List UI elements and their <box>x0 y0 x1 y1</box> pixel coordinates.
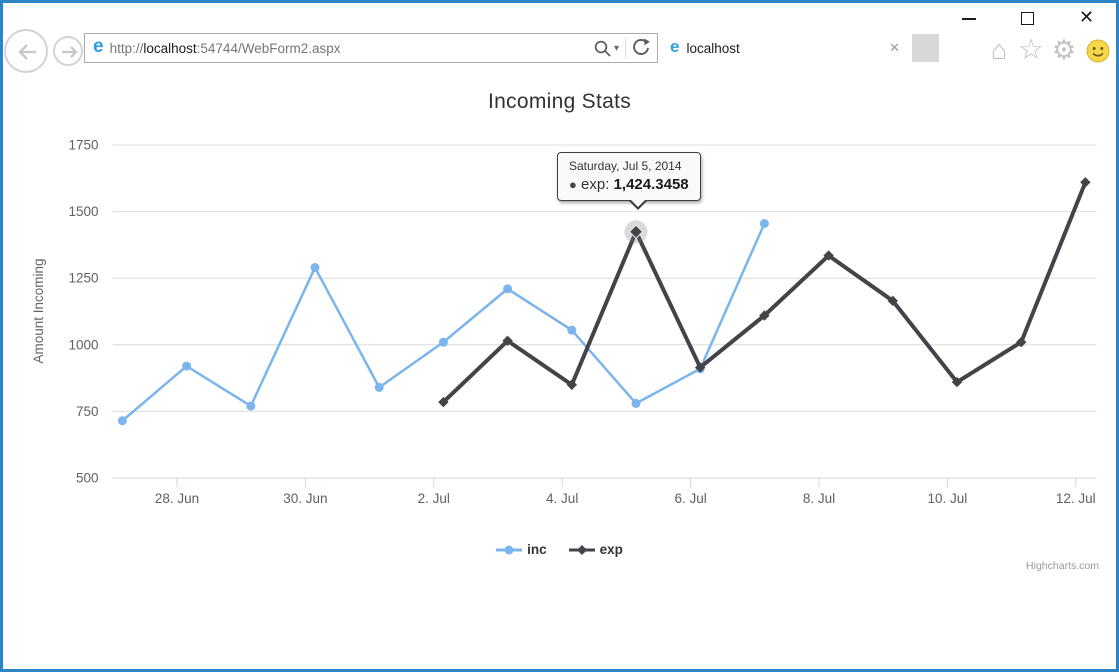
ie-logo-icon: e <box>670 37 680 56</box>
maximize-icon[interactable] <box>1021 12 1034 25</box>
chart-tooltip: Saturday, Jul 5, 2014 ● exp: 1,424.3458 <box>557 151 701 210</box>
series-exp <box>438 177 1091 408</box>
y-tick-label: 750 <box>76 404 99 419</box>
hovered-data-point <box>628 224 644 239</box>
y-tick-label: 1250 <box>68 271 98 286</box>
forward-button[interactable] <box>53 36 83 66</box>
data-point <box>502 335 513 347</box>
x-tick-label: 2. Jul <box>418 491 450 506</box>
data-point <box>823 250 834 261</box>
tooltip-series-label: exp: <box>581 175 610 193</box>
legend-label-inc: inc <box>527 542 547 557</box>
data-point <box>951 376 963 388</box>
data-point <box>117 416 127 426</box>
data-point <box>695 362 706 373</box>
data-point <box>887 295 898 307</box>
window-close-icon[interactable]: ✕ <box>1079 7 1095 27</box>
search-dropdown-caret-icon[interactable]: ▾ <box>613 42 619 54</box>
y-tick-label: 1750 <box>68 138 98 153</box>
minimize-icon[interactable] <box>962 18 976 20</box>
home-icon[interactable]: ⌂ <box>990 35 1008 65</box>
data-point <box>374 382 384 392</box>
x-tick-label: 4. Jul <box>546 491 578 506</box>
x-tick-label: 10. Jul <box>928 491 968 506</box>
feedback-smiley-icon[interactable] <box>1083 38 1113 69</box>
data-point <box>1080 177 1091 188</box>
back-arrow-icon <box>18 44 36 60</box>
x-tick-label: 6. Jul <box>674 491 706 506</box>
data-point <box>438 337 448 347</box>
ie-logo-icon: e <box>93 36 104 57</box>
legend-label-exp: exp <box>599 542 623 557</box>
data-point <box>310 263 320 273</box>
divider <box>625 37 626 59</box>
chart-canvas[interactable]: 500 750 1000 1250 1500 1750 28. Jun 30. Jun 2. J… <box>0 0 1119 620</box>
back-button[interactable] <box>4 29 48 73</box>
refresh-icon[interactable] <box>631 38 651 58</box>
data-point <box>438 396 449 408</box>
data-point <box>182 361 192 371</box>
chart-title: Incoming Stats <box>487 90 632 113</box>
series-bullet-icon: ● <box>569 176 577 192</box>
tooltip-value-row: ● exp: 1,424.3458 <box>569 176 689 193</box>
highcharts-credits[interactable]: Highcharts.com <box>1026 560 1099 572</box>
tab-title: localhost <box>686 40 740 56</box>
legend-item-exp[interactable]: exp <box>568 542 623 557</box>
data-point <box>566 379 577 390</box>
search-icon[interactable] <box>593 39 612 58</box>
y-tick-label: 500 <box>76 471 99 486</box>
chart-legend: inc exp <box>0 542 1119 557</box>
legend-item-inc[interactable]: inc <box>496 542 547 557</box>
data-point <box>631 398 641 408</box>
forward-arrow-icon <box>62 46 78 58</box>
y-tick-label: 1000 <box>68 337 98 352</box>
data-point <box>567 325 577 335</box>
data-point <box>246 401 256 411</box>
x-tick-label: 28. Jun <box>155 491 199 506</box>
data-point <box>759 310 770 321</box>
browser-tab-localhost[interactable]: e localhost ✕ <box>660 33 910 63</box>
favorites-star-icon[interactable]: ☆ <box>1018 34 1044 66</box>
series-inc <box>117 219 769 426</box>
inc-series-marker-icon <box>496 545 523 554</box>
url-text[interactable]: http://localhost:54744/WebForm2.aspx <box>109 40 341 56</box>
new-tab-button[interactable] <box>912 34 939 62</box>
data-point <box>503 284 513 294</box>
exp-series-marker-icon <box>568 544 595 555</box>
tooltip-value: 1,424.3458 <box>613 175 689 193</box>
tooltip-date: Saturday, Jul 5, 2014 <box>569 158 682 173</box>
tab-close-icon[interactable]: ✕ <box>889 40 900 55</box>
settings-gear-icon[interactable]: ⚙ <box>1051 35 1077 65</box>
x-tick-label: 12. Jul <box>1056 491 1096 506</box>
data-point <box>1016 336 1027 348</box>
address-bar[interactable]: e http://localhost:54744/WebForm2.aspx ▾ <box>84 33 658 63</box>
data-point <box>759 219 769 229</box>
y-tick-label: 1500 <box>68 204 98 219</box>
y-axis-title: Amount Incoming <box>31 258 46 363</box>
x-tick-label: 8. Jul <box>803 491 835 506</box>
x-tick-label: 30. Jun <box>283 491 327 506</box>
